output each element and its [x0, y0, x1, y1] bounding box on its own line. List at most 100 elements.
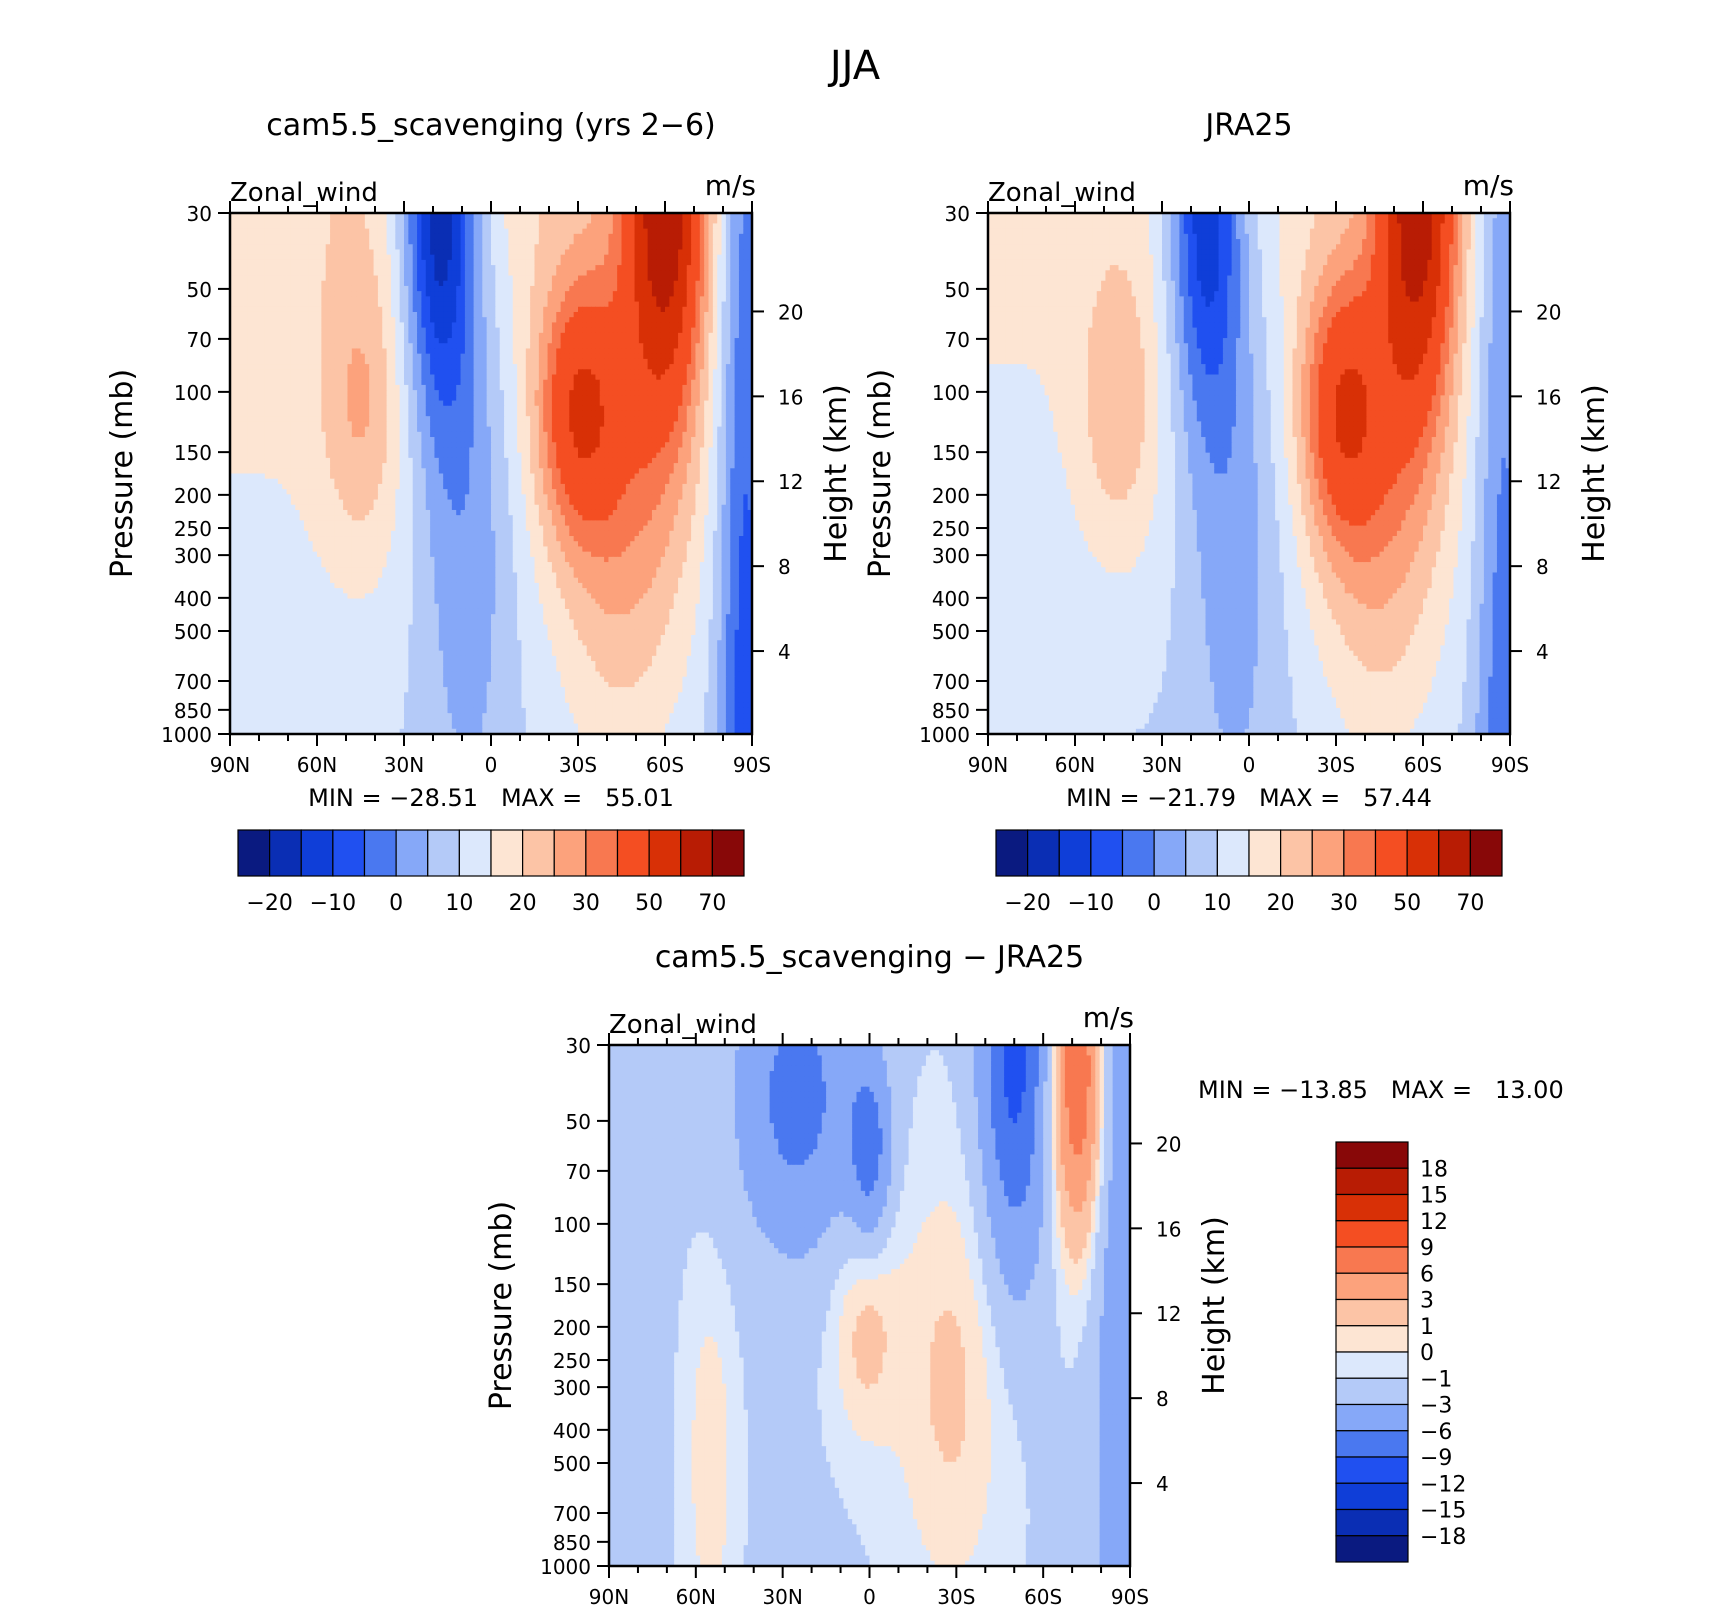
field-cell — [347, 411, 352, 417]
field-cell — [461, 239, 466, 245]
field-cell — [508, 244, 513, 250]
field-cell — [552, 234, 557, 240]
field-cell — [378, 322, 383, 328]
field-cell — [539, 322, 544, 328]
field-cell — [317, 427, 322, 433]
field-cell — [256, 249, 261, 255]
field-cell — [278, 218, 283, 224]
field-cell — [517, 401, 522, 407]
field-cell — [713, 395, 718, 401]
field-cell — [356, 229, 361, 235]
field-cell — [582, 234, 587, 240]
field-cell — [343, 343, 348, 349]
field-cell — [356, 223, 361, 229]
field-cell — [604, 354, 609, 360]
field-cell — [256, 302, 261, 308]
field-cell — [395, 234, 400, 240]
field-cell — [556, 281, 561, 287]
field-cell — [661, 343, 666, 349]
field-cell — [709, 286, 714, 292]
field-cell — [578, 223, 583, 229]
field-cell — [709, 348, 714, 354]
field-cell — [591, 307, 596, 313]
field-cell — [317, 421, 322, 427]
field-cell — [356, 411, 361, 417]
field-cell — [539, 270, 544, 276]
field-cell — [521, 348, 526, 354]
field-cell — [300, 276, 305, 282]
field-cell — [352, 312, 357, 318]
field-cell — [613, 302, 618, 308]
field-cell — [635, 317, 640, 323]
field-cell — [517, 322, 522, 328]
field-cell — [291, 427, 296, 433]
field-cell — [730, 328, 735, 334]
field-cell — [382, 395, 387, 401]
field-cell — [639, 281, 644, 287]
field-cell — [378, 276, 383, 282]
field-cell — [578, 296, 583, 302]
field-cell — [648, 322, 653, 328]
field-cell — [456, 255, 461, 261]
field-cell — [382, 302, 387, 308]
field-cell — [326, 239, 331, 245]
field-cell — [356, 390, 361, 396]
field-cell — [243, 286, 248, 292]
field-cell — [330, 276, 335, 282]
field-cell — [321, 223, 326, 229]
field-cell — [643, 276, 648, 282]
field-cell — [413, 291, 418, 297]
field-cell — [387, 281, 392, 287]
field-cell — [352, 421, 357, 427]
field-cell — [404, 406, 409, 412]
field-cell — [474, 223, 479, 229]
field-cell — [278, 333, 283, 339]
field-cell — [256, 421, 261, 427]
field-cell — [474, 364, 479, 370]
field-cell — [652, 416, 657, 422]
field-cell — [613, 260, 618, 266]
field-cell — [339, 322, 344, 328]
field-cell — [469, 307, 474, 313]
field-cell — [617, 343, 622, 349]
field-cell — [304, 312, 309, 318]
field-cell — [487, 234, 492, 240]
field-cell — [395, 244, 400, 250]
field-cell — [652, 239, 657, 245]
field-cell — [465, 328, 470, 334]
field-cell — [300, 265, 305, 271]
field-cell — [269, 354, 274, 360]
field-cell — [617, 223, 622, 229]
field-cell — [369, 281, 374, 287]
field-cell — [682, 312, 687, 318]
field-cell — [239, 234, 244, 240]
field-cell — [513, 234, 518, 240]
field-cell — [713, 369, 718, 375]
field-cell — [356, 359, 361, 365]
field-cell — [635, 322, 640, 328]
field-cell — [491, 255, 496, 261]
field-cell — [461, 343, 466, 349]
field-cell — [234, 249, 239, 255]
field-cell — [526, 239, 531, 245]
field-cell — [239, 390, 244, 396]
field-cell — [260, 239, 265, 245]
field-cell — [530, 265, 535, 271]
field-cell — [421, 255, 426, 261]
field-cell — [321, 375, 326, 381]
field-cell — [482, 385, 487, 391]
field-cell — [695, 401, 700, 407]
field-cell — [521, 260, 526, 266]
field-cell — [656, 286, 661, 292]
field-cell — [630, 359, 635, 365]
field-cell — [252, 218, 257, 224]
field-cell — [556, 223, 561, 229]
field-cell — [265, 333, 270, 339]
field-cell — [269, 421, 274, 427]
field-cell — [361, 411, 366, 417]
field-cell — [287, 427, 292, 433]
field-cell — [600, 390, 605, 396]
field-cell — [439, 385, 444, 391]
field-cell — [578, 354, 583, 360]
field-cell — [513, 291, 518, 297]
